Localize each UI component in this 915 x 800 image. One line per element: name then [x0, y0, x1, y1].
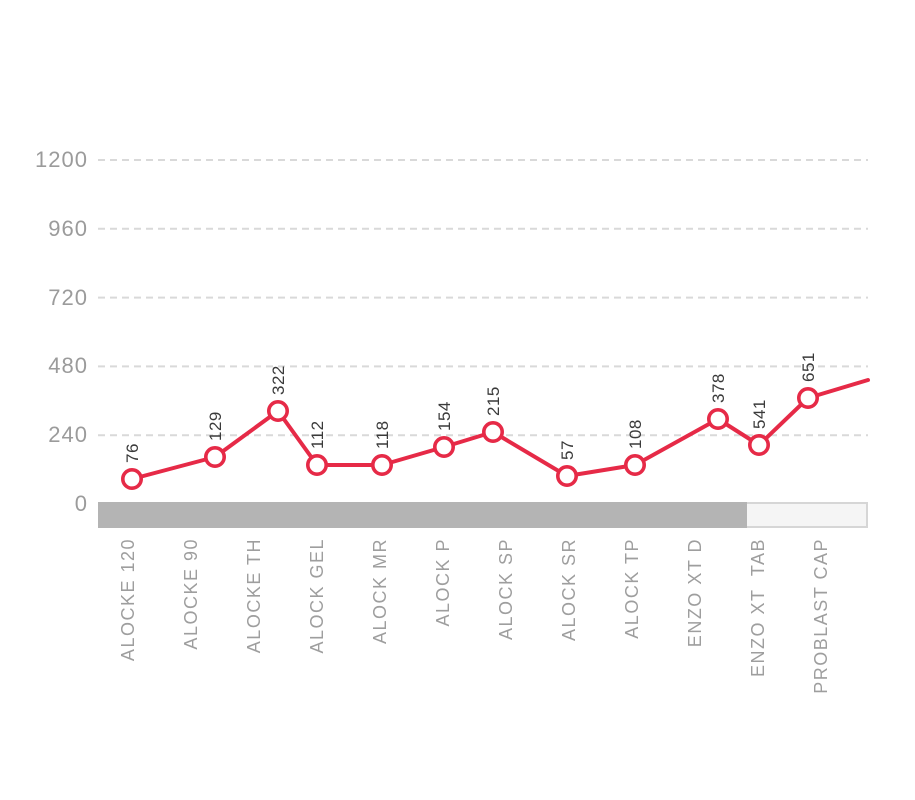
data-point-marker[interactable]: [432, 435, 455, 458]
data-point-marker[interactable]: [555, 464, 578, 487]
data-point-marker[interactable]: [747, 433, 770, 456]
y-tick-label: 480: [48, 353, 88, 379]
data-point-label-text: 215: [484, 386, 503, 416]
x-category-label-text: ALOCK P: [433, 538, 453, 627]
data-point-marker[interactable]: [623, 453, 646, 476]
data-point-label-text: 108: [626, 419, 645, 449]
x-category-label-text: ALOCK TP: [622, 538, 642, 639]
y-tick-label: 720: [48, 284, 88, 310]
x-category-label-text: ENZO XT D: [685, 538, 705, 648]
y-tick-label: 0: [74, 491, 88, 516]
data-point-label-text: 118: [373, 420, 392, 449]
y-tick-label: 240: [48, 422, 88, 448]
x-category-label-text: PROBLAST CAP: [811, 538, 831, 694]
data-point-label-text: 322: [269, 365, 288, 395]
data-point-marker[interactable]: [481, 420, 504, 443]
data-point-label-text: 378: [709, 373, 728, 403]
data-point-label-text: 76: [123, 443, 142, 463]
data-point-marker[interactable]: [706, 407, 729, 430]
data-point-marker[interactable]: [266, 399, 289, 422]
x-category-label-text: ALOCKE TH: [244, 538, 264, 654]
scrollbar-thumb[interactable]: [98, 502, 747, 528]
x-category-label-text: ALOCK SP: [496, 538, 516, 641]
data-point-marker[interactable]: [204, 445, 227, 468]
data-point-marker[interactable]: [370, 453, 393, 476]
x-category-label-text: ALOCKE 120: [118, 538, 138, 662]
scrollbar-track[interactable]: [98, 502, 868, 528]
x-category-label-text: ALOCK GEL: [307, 538, 327, 654]
x-category-label-text: ALOCK MR: [370, 538, 390, 645]
y-tick-label: 960: [48, 215, 88, 241]
x-category-label-text: ALOCK SR: [559, 538, 579, 642]
data-point-label-text: 154: [435, 401, 454, 431]
x-category-label-text: ENZO XT TAB: [748, 538, 768, 678]
data-point-label-text: 57: [558, 440, 577, 460]
data-point-marker[interactable]: [796, 386, 819, 409]
y-tick-label: 1200: [35, 147, 88, 172]
x-category-label-text: ALOCKE 90: [181, 538, 201, 650]
data-point-marker[interactable]: [305, 453, 328, 476]
data-point-marker[interactable]: [121, 467, 144, 490]
data-point-label-text: 651: [799, 352, 818, 382]
data-point-label-text: 112: [308, 420, 327, 449]
data-point-label-text: 541: [750, 399, 769, 429]
data-point-label-text: 129: [206, 411, 225, 441]
